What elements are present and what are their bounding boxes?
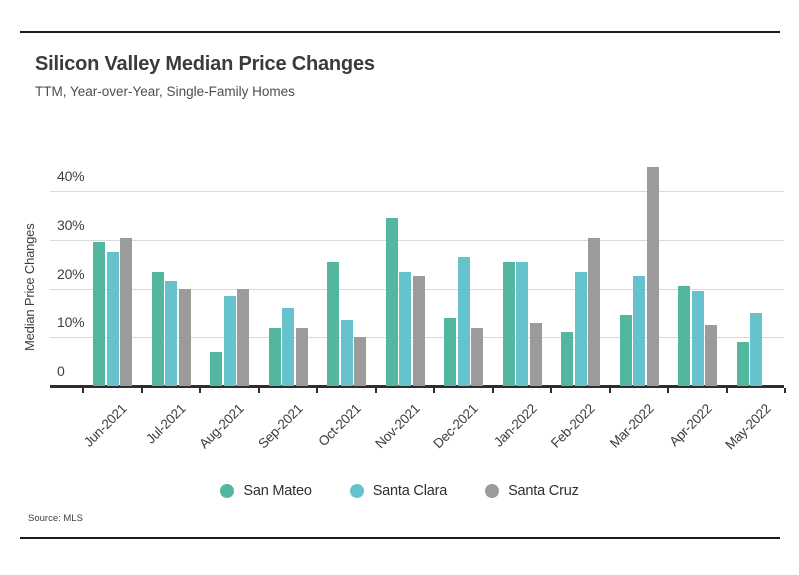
y-tick-label: 40% xyxy=(57,168,85,185)
bar-santa-cruz xyxy=(646,166,659,386)
bar-santa-cruz xyxy=(178,288,191,386)
y-tick-label: 20% xyxy=(57,265,85,282)
bar-santa-clara xyxy=(282,308,294,386)
source-note: Source: MLS xyxy=(28,513,83,524)
bar-san-mateo xyxy=(93,242,105,386)
bottom-divider xyxy=(20,537,780,539)
x-tick-mark xyxy=(316,388,318,393)
bar-san-mateo xyxy=(561,332,573,386)
x-tick-mark xyxy=(608,388,611,393)
gridline-40 xyxy=(50,191,784,193)
legend-dot-icon xyxy=(220,484,235,498)
legend-item-san-mateo: San Mateo xyxy=(220,483,312,499)
legend-label: San Mateo xyxy=(243,483,312,499)
bar-santa-cruz xyxy=(120,237,132,386)
x-tick-mark xyxy=(199,388,201,393)
legend-label: Santa Cruz xyxy=(508,483,579,499)
y-tick-label: 0 xyxy=(57,363,65,379)
bar-santa-cruz xyxy=(412,276,425,386)
x-tick-mark xyxy=(550,388,552,393)
bar-santa-clara xyxy=(106,252,119,386)
bar-santa-clara xyxy=(750,312,762,386)
bar-santa-clara xyxy=(691,291,704,386)
bar-santa-cruz xyxy=(705,325,717,386)
legend-dot-icon xyxy=(349,484,364,498)
x-tick-mark xyxy=(82,388,84,393)
bar-santa-clara xyxy=(165,281,177,386)
x-tick-mark xyxy=(140,388,143,393)
bar-san-mateo xyxy=(385,218,398,386)
bar-santa-clara xyxy=(457,256,470,386)
bar-san-mateo xyxy=(210,351,222,386)
legend: San Mateo Santa Clara Santa Cruz xyxy=(0,483,799,499)
bar-santa-clara xyxy=(516,261,528,386)
x-tick-mark xyxy=(784,388,786,393)
bar-santa-cruz xyxy=(529,322,542,386)
bar-san-mateo xyxy=(678,286,690,386)
chart-subtitle: TTM, Year-over-Year, Single-Family Homes xyxy=(35,84,295,99)
x-tick-mark xyxy=(491,388,494,393)
bar-san-mateo xyxy=(327,261,339,386)
bar-santa-clara xyxy=(340,320,353,386)
bar-santa-cruz xyxy=(237,288,249,386)
bar-santa-clara xyxy=(399,271,411,386)
bar-santa-cruz xyxy=(295,327,308,386)
x-tick-mark xyxy=(667,388,669,393)
bar-santa-cruz xyxy=(354,337,366,386)
bar-san-mateo xyxy=(619,315,632,386)
x-tick-mark xyxy=(257,388,260,393)
x-axis-line xyxy=(50,385,784,388)
legend-item-santa-cruz: Santa Cruz xyxy=(485,483,579,499)
gridline-30 xyxy=(50,239,784,241)
x-tick-mark xyxy=(725,388,728,393)
bar-santa-clara xyxy=(633,276,645,386)
top-divider xyxy=(20,31,780,33)
legend-dot-icon xyxy=(485,484,500,498)
x-tick-mark xyxy=(433,388,435,393)
bar-santa-cruz xyxy=(471,327,483,386)
legend-item-santa-clara: Santa Clara xyxy=(349,483,448,499)
bar-san-mateo xyxy=(502,261,515,386)
x-tick-mark xyxy=(374,388,377,393)
y-tick-label: 10% xyxy=(57,314,85,331)
bar-san-mateo xyxy=(268,327,281,386)
bar-san-mateo xyxy=(151,271,164,386)
legend-label: Santa Clara xyxy=(372,483,448,499)
bar-san-mateo xyxy=(444,317,456,386)
y-tick-label: 30% xyxy=(57,216,85,233)
bar-santa-clara xyxy=(574,271,587,386)
bar-santa-clara xyxy=(223,295,236,386)
bar-san-mateo xyxy=(736,342,749,386)
chart-title: Silicon Valley Median Price Changes xyxy=(35,53,375,75)
bar-santa-cruz xyxy=(588,237,600,386)
